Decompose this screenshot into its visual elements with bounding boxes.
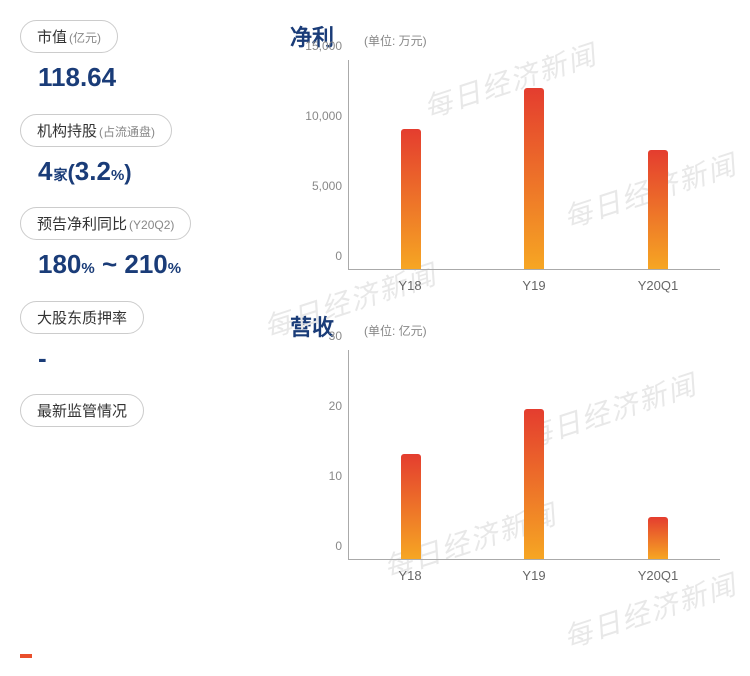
stat-label-main: 市值: [37, 29, 67, 46]
left-stats-column: 市值(亿元)118.64机构持股(占流通盘)4家(3.2%)预告净利同比(Y20…: [20, 20, 260, 600]
stat-label-main: 最新监管情况: [37, 403, 127, 420]
stat-label-main: 大股东质押率: [37, 310, 127, 327]
x-tick-label: Y18: [348, 564, 472, 590]
stat-label-main: 机构持股: [37, 123, 97, 140]
chart-header: 净利(单位: 万元): [290, 20, 730, 52]
x-axis-labels: Y18Y19Y20Q1: [348, 274, 720, 300]
bar-slot: [473, 409, 597, 560]
y-tick-label: 20: [329, 399, 342, 413]
y-axis: 05,00010,00015,000: [290, 60, 348, 270]
main-container: 市值(亿元)118.64机构持股(占流通盘)4家(3.2%)预告净利同比(Y20…: [0, 0, 750, 610]
y-tick-label: 15,000: [305, 39, 342, 53]
stat-label-sub: (占流通盘): [99, 125, 155, 139]
y-tick-label: 0: [335, 539, 342, 553]
bar: [648, 517, 668, 559]
y-tick-label: 10,000: [305, 109, 342, 123]
bar-slot: [349, 129, 473, 269]
bar: [524, 409, 544, 560]
chart-block: 营收 (单位: 亿元) 0 10 20 30 Y18Y19Y20Q1: [290, 310, 730, 590]
bar-slot: [596, 150, 720, 269]
x-tick-label: Y20Q1: [596, 564, 720, 590]
y-tick-label: 10: [329, 469, 342, 483]
stat-block: 市值(亿元)118.64: [20, 20, 260, 92]
y-axis: 0102030: [290, 350, 348, 560]
x-tick-label: Y19: [472, 274, 596, 300]
bar: [401, 454, 421, 559]
stat-label-sub: (亿元): [69, 31, 101, 45]
x-tick-label: Y18: [348, 274, 472, 300]
y-tick-label: 0: [335, 249, 342, 263]
stat-block: 机构持股(占流通盘)4家(3.2%): [20, 114, 260, 186]
stat-block: 预告净利同比(Y20Q2)180% ~ 210%: [20, 207, 260, 279]
chart-unit: (单位: 万元): [364, 32, 427, 49]
y-tick-label: 5,000: [312, 179, 342, 193]
bar-slot: [473, 88, 597, 269]
stat-block: 最新监管情况: [20, 394, 260, 427]
x-tick-label: Y20Q1: [596, 274, 720, 300]
stat-value: -: [20, 334, 260, 373]
stat-value: 180% ~ 210%: [20, 240, 260, 279]
plot-area: [348, 350, 720, 560]
x-axis-labels: Y18Y19Y20Q1: [348, 564, 720, 590]
chart-block: 净利(单位: 万元) 0 5,000 10,000 15,000 Y18Y19Y20Q1: [290, 20, 730, 300]
stat-label-pill: 大股东质押率: [20, 301, 144, 334]
chart-area: 05,00010,00015,000Y18Y19Y20Q1: [290, 60, 730, 300]
bar-slot: [596, 517, 720, 559]
stat-label-pill: 预告净利同比(Y20Q2): [20, 207, 191, 240]
stat-label-pill: 最新监管情况: [20, 394, 144, 427]
chart-unit: (单位: 亿元): [364, 322, 427, 339]
footer-accent-dash: [20, 654, 32, 658]
stat-block: 大股东质押率 -: [20, 301, 260, 373]
chart-header: 营收 (单位: 亿元): [290, 310, 730, 342]
x-tick-label: Y19: [472, 564, 596, 590]
bar: [648, 150, 668, 269]
bar: [401, 129, 421, 269]
y-tick-label: 30: [329, 329, 342, 343]
bar-slot: [349, 454, 473, 559]
stat-label-main: 预告净利同比: [37, 216, 127, 233]
bar: [524, 88, 544, 269]
stat-label-pill: 机构持股(占流通盘): [20, 114, 172, 147]
charts-column: 净利(单位: 万元)05,00010,00015,000Y18Y19Y20Q1营…: [260, 20, 730, 600]
stat-label-sub: (Y20Q2): [129, 218, 174, 232]
stat-value: 118.64: [20, 53, 260, 92]
stat-value: 4家(3.2%): [20, 147, 260, 186]
plot-area: [348, 60, 720, 270]
chart-area: 0102030Y18Y19Y20Q1: [290, 350, 730, 590]
chart-title: 营收: [290, 310, 334, 342]
stat-label-pill: 市值(亿元): [20, 20, 118, 53]
